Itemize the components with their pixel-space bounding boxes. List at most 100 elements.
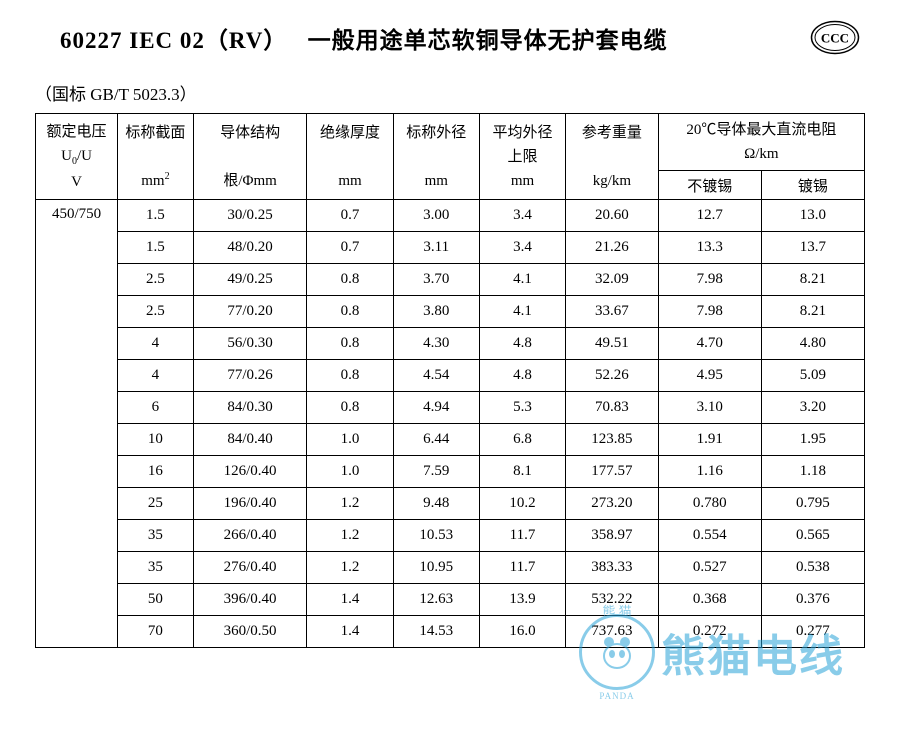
cell: 4.94 (393, 392, 479, 424)
cell: 77/0.26 (193, 360, 307, 392)
ccc-logo-icon: CCC (810, 20, 860, 55)
cell: 360/0.50 (193, 616, 307, 648)
cell: 3.00 (393, 200, 479, 232)
cell: 0.7 (307, 232, 393, 264)
col-untinned: 不镀锡 (658, 171, 761, 200)
cell: 16.0 (479, 616, 565, 648)
table-row: 1.548/0.200.73.113.421.2613.313.7 (36, 232, 865, 264)
cell: 532.22 (566, 584, 659, 616)
cell: 0.527 (658, 552, 761, 584)
cell: 4.95 (658, 360, 761, 392)
cell: 1.0 (307, 424, 393, 456)
cell: 1.0 (307, 456, 393, 488)
cell: 4 (118, 328, 194, 360)
cell: 77/0.20 (193, 296, 307, 328)
table-row: 456/0.300.84.304.849.514.704.80 (36, 328, 865, 360)
cell-voltage: 450/750 (36, 200, 118, 648)
cell: 11.7 (479, 552, 565, 584)
cell: 14.53 (393, 616, 479, 648)
cell: 7.98 (658, 264, 761, 296)
cell: 10.53 (393, 520, 479, 552)
cell: 10.95 (393, 552, 479, 584)
cell: 32.09 (566, 264, 659, 296)
cell: 56/0.30 (193, 328, 307, 360)
cell: 5.09 (761, 360, 864, 392)
cell: 0.8 (307, 328, 393, 360)
cell: 7.59 (393, 456, 479, 488)
col-resistance-group: 20℃导体最大直流电阻 Ω/km (658, 114, 864, 171)
cell: 25 (118, 488, 194, 520)
cell: 12.7 (658, 200, 761, 232)
cell: 0.368 (658, 584, 761, 616)
cell: 10 (118, 424, 194, 456)
cell: 177.57 (566, 456, 659, 488)
cell: 1.5 (118, 200, 194, 232)
table-row: 25196/0.401.29.4810.2273.200.7800.795 (36, 488, 865, 520)
col-avg-od: 平均外径 上限 mm (479, 114, 565, 200)
cell: 8.21 (761, 264, 864, 296)
cell: 3.4 (479, 200, 565, 232)
table-row: 70360/0.501.414.5316.0737.630.2720.277 (36, 616, 865, 648)
cell: 84/0.40 (193, 424, 307, 456)
cell: 0.376 (761, 584, 864, 616)
col-cross-section: 标称截面 mm2 (118, 114, 194, 200)
cell: 21.26 (566, 232, 659, 264)
cell: 0.554 (658, 520, 761, 552)
cell: 0.795 (761, 488, 864, 520)
cell: 20.60 (566, 200, 659, 232)
cell: 5.3 (479, 392, 565, 424)
table-row: 50396/0.401.412.6313.9532.220.3680.376 (36, 584, 865, 616)
cell: 4 (118, 360, 194, 392)
cell: 266/0.40 (193, 520, 307, 552)
cell: 50 (118, 584, 194, 616)
subtitle: （国标 GB/T 5023.3） (0, 65, 900, 113)
cell: 8.1 (479, 456, 565, 488)
table-row: 2.549/0.250.83.704.132.097.988.21 (36, 264, 865, 296)
cell: 1.2 (307, 552, 393, 584)
cell: 3.80 (393, 296, 479, 328)
table-row: 16126/0.401.07.598.1177.571.161.18 (36, 456, 865, 488)
cell: 30/0.25 (193, 200, 307, 232)
cell: 3.70 (393, 264, 479, 296)
cell: 3.20 (761, 392, 864, 424)
cell: 358.97 (566, 520, 659, 552)
col-tinned: 镀锡 (761, 171, 864, 200)
cell: 273.20 (566, 488, 659, 520)
cell: 396/0.40 (193, 584, 307, 616)
table-body: 450/7501.530/0.250.73.003.420.6012.713.0… (36, 200, 865, 648)
cell: 35 (118, 520, 194, 552)
cell: 3.10 (658, 392, 761, 424)
cell: 1.4 (307, 584, 393, 616)
cell: 4.8 (479, 328, 565, 360)
cell: 126/0.40 (193, 456, 307, 488)
cell: 4.1 (479, 296, 565, 328)
cell: 0.565 (761, 520, 864, 552)
cell: 49.51 (566, 328, 659, 360)
cell: 276/0.40 (193, 552, 307, 584)
cell: 0.538 (761, 552, 864, 584)
cell: 0.277 (761, 616, 864, 648)
cell: 49/0.25 (193, 264, 307, 296)
cell: 4.1 (479, 264, 565, 296)
table-row: 1084/0.401.06.446.8123.851.911.95 (36, 424, 865, 456)
cell: 123.85 (566, 424, 659, 456)
cell: 0.272 (658, 616, 761, 648)
cell: 1.18 (761, 456, 864, 488)
title-code: 60227 IEC 02（RV） (60, 28, 287, 53)
cell: 6.8 (479, 424, 565, 456)
cell: 4.30 (393, 328, 479, 360)
col-weight: 参考重量 kg/km (566, 114, 659, 200)
cell: 13.9 (479, 584, 565, 616)
col-conductor: 导体结构 根/Φmm (193, 114, 307, 200)
table-row: 2.577/0.200.83.804.133.677.988.21 (36, 296, 865, 328)
table-row: 450/7501.530/0.250.73.003.420.6012.713.0 (36, 200, 865, 232)
table-row: 35266/0.401.210.5311.7358.970.5540.565 (36, 520, 865, 552)
cell: 3.4 (479, 232, 565, 264)
cell: 1.95 (761, 424, 864, 456)
cell: 8.21 (761, 296, 864, 328)
cell: 2.5 (118, 296, 194, 328)
cell: 383.33 (566, 552, 659, 584)
cell: 52.26 (566, 360, 659, 392)
spec-table: 额定电压 U0/U V 标称截面 mm2 导体结构 根/Φmm 绝缘厚度 mm (35, 113, 865, 648)
cell: 4.54 (393, 360, 479, 392)
